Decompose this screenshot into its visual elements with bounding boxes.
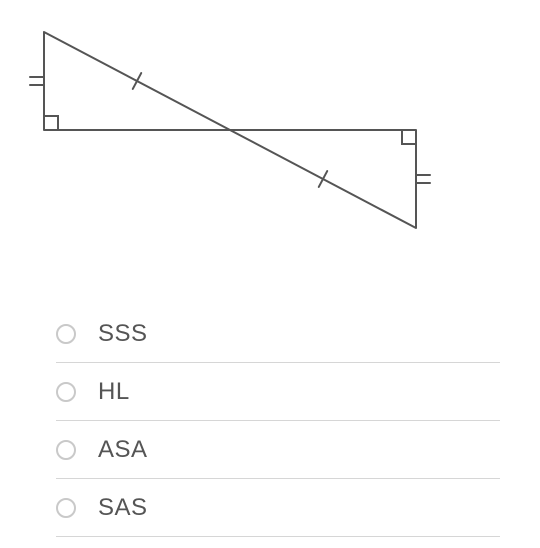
radio-icon [56,324,76,344]
congruence-diagram [0,0,540,293]
radio-icon [56,498,76,518]
radio-icon [56,440,76,460]
option-sss[interactable]: SSS [56,305,500,363]
answer-options: SSS HL ASA SAS [0,293,540,537]
option-asa[interactable]: ASA [56,421,500,479]
option-label: SSS [98,320,148,348]
radio-icon [56,382,76,402]
option-hl[interactable]: HL [56,363,500,421]
option-label: SAS [98,494,148,522]
triangle-figure [14,18,434,248]
option-label: HL [98,378,130,406]
option-sas[interactable]: SAS [56,479,500,537]
option-label: ASA [98,436,148,464]
